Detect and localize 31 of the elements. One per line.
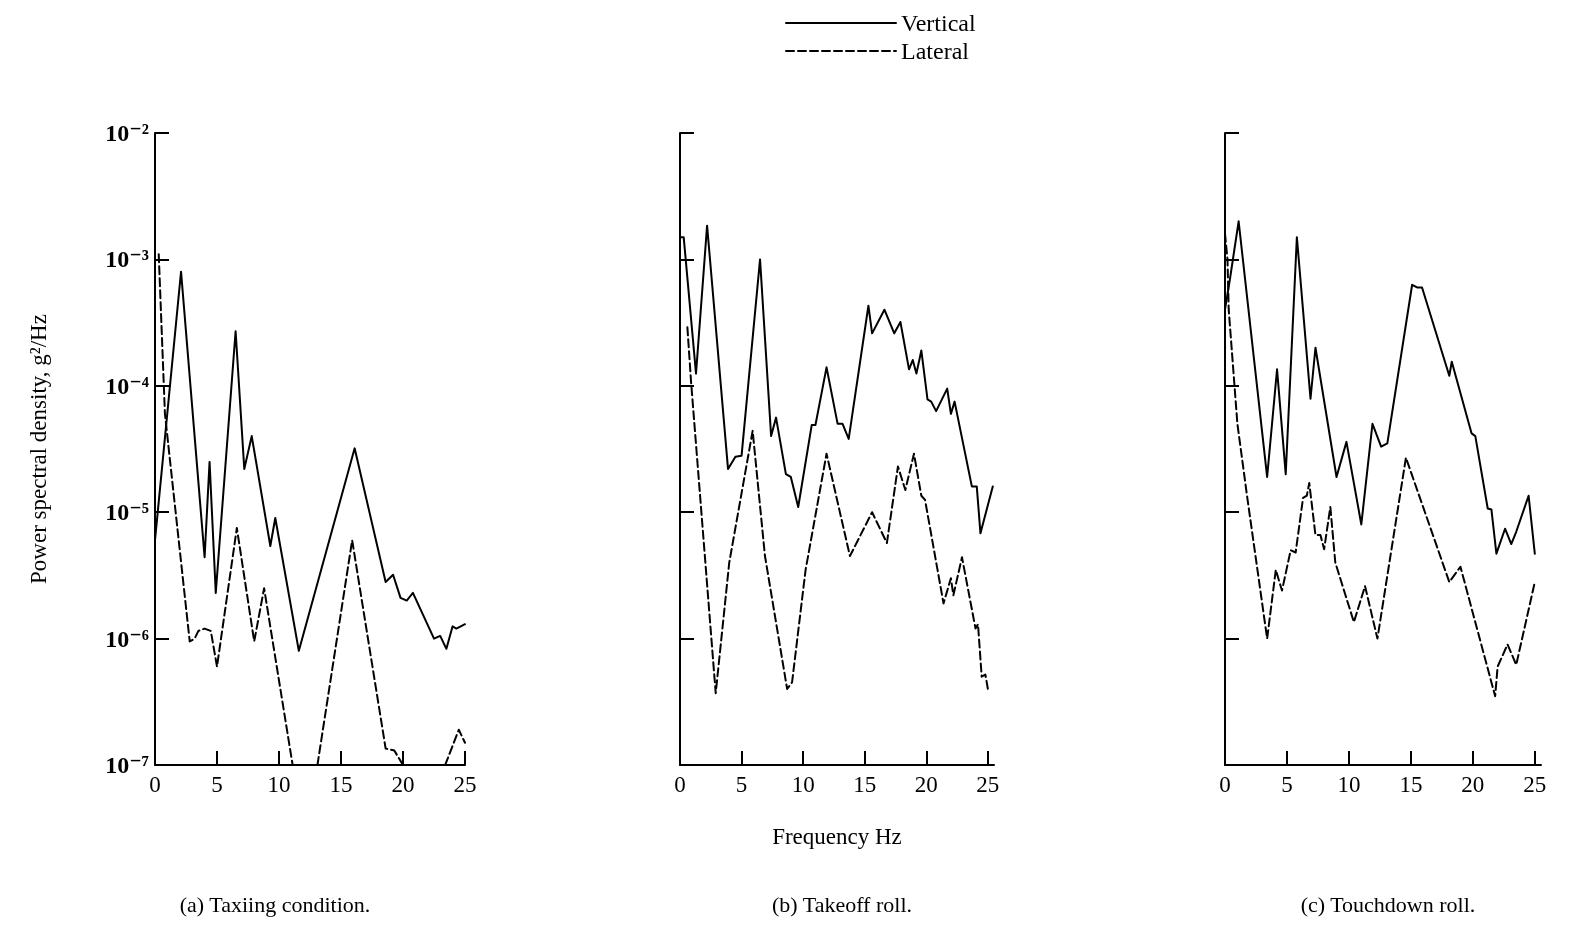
x-tick-label: 5 [211,772,223,797]
x-tick-label: 0 [149,772,161,797]
x-tick-label: 15 [853,772,877,797]
y-tick-label: 10⁻⁷ [105,752,149,778]
x-tick-label: 20 [391,772,415,797]
x-tick-label: 10 [791,772,815,797]
x-axis-title: Frequency Hz [772,824,902,849]
x-tick-label: 5 [1281,772,1293,797]
x-tick-label: 0 [674,772,686,797]
text: (a) Taxiing condition. [179,891,371,917]
x-tick-label: 10 [267,772,291,797]
x-tick-label: 25 [1523,772,1547,797]
text: (c) Touchdown roll. [1300,891,1476,917]
legend-label: Lateral [901,38,970,64]
y-tick-label: 10⁻⁵ [105,499,149,526]
legend-label: Vertical [901,10,976,36]
x-tick-label: 15 [329,772,353,797]
x-tick-label: 20 [914,772,938,797]
x-tick-label: 25 [976,772,1000,797]
y-tick-label: 10⁻³ [105,246,149,273]
x-tick-label: 20 [1461,772,1485,797]
text: (b) Takeoff roll. [772,891,912,917]
x-tick-label: 10 [1337,772,1361,797]
y-axis-title: Power spectral density, g²/Hz [26,314,51,584]
x-tick-label: 15 [1399,772,1423,797]
x-tick-label: 5 [735,772,748,797]
y-tick-label: 10⁻² [105,120,149,146]
y-tick-label: 10⁻⁶ [105,625,149,652]
x-tick-label: 0 [1219,772,1231,797]
y-tick-label: 10⁻⁴ [105,372,149,399]
x-tick-label: 25 [453,772,477,797]
